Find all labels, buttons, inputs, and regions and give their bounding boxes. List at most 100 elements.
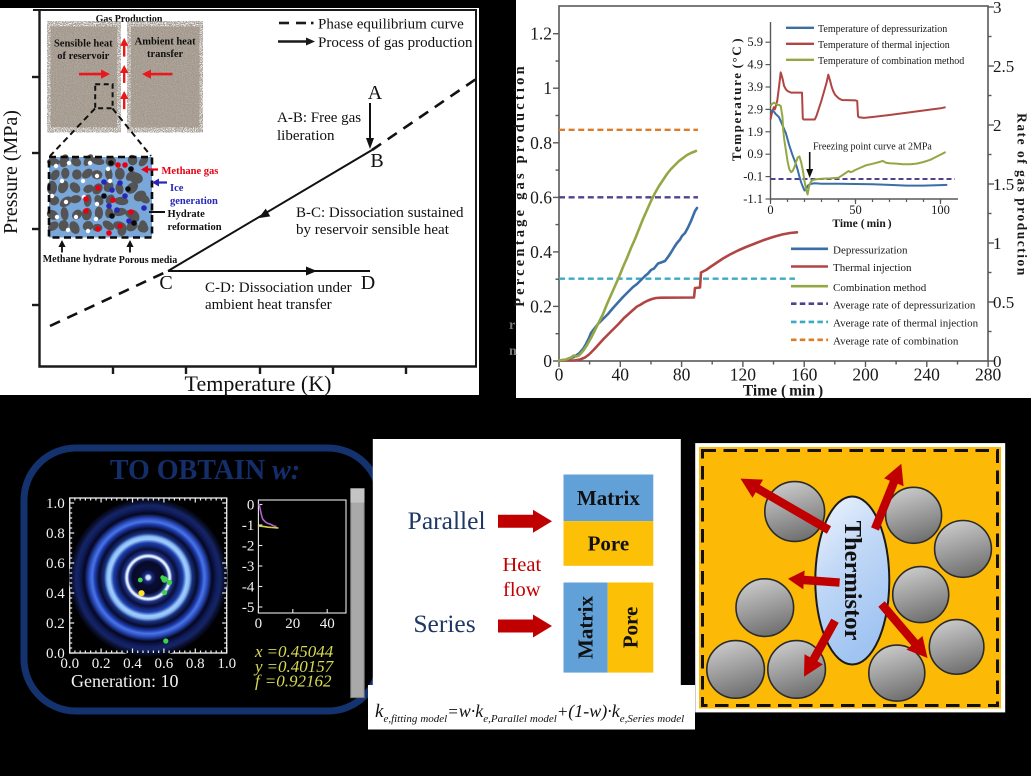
- svg-text:Average rate of thermal inject: Average rate of thermal injection: [833, 318, 979, 330]
- svg-text:120: 120: [730, 365, 757, 385]
- svg-text:Pore: Pore: [588, 532, 630, 556]
- svg-text:5.9: 5.9: [747, 35, 763, 49]
- svg-text:80: 80: [673, 365, 691, 385]
- svg-text:0.2: 0.2: [46, 616, 65, 632]
- svg-text:Average rate of combination: Average rate of combination: [833, 336, 959, 348]
- svg-text:0.6: 0.6: [155, 656, 174, 672]
- svg-text:Time(min): Time(min): [743, 383, 823, 400]
- svg-text:by reservoir sensible heat: by reservoir sensible heat: [296, 222, 450, 238]
- svg-text:Rate of gas production: Rate of gas production: [1015, 113, 1030, 277]
- svg-text:reformation: reformation: [168, 222, 222, 233]
- svg-text:Freezing point curve at 2MPa: Freezing point curve at 2MPa: [813, 142, 932, 153]
- svg-text:0.0: 0.0: [60, 656, 79, 672]
- svg-text:Pressure (MPa): Pressure (MPa): [0, 110, 22, 234]
- svg-text:-0.1: -0.1: [743, 170, 763, 184]
- svg-text:r: r: [509, 318, 515, 333]
- svg-text:280: 280: [975, 365, 1002, 385]
- svg-text:0.0: 0.0: [46, 646, 65, 662]
- svg-text:n: n: [509, 344, 517, 359]
- svg-text:Temperature(°C): Temperature(°C): [729, 37, 744, 161]
- svg-text:-4: -4: [242, 580, 255, 596]
- svg-text:0.4: 0.4: [530, 242, 552, 262]
- svg-text:liberation: liberation: [277, 128, 335, 144]
- svg-text:transfer: transfer: [147, 49, 183, 60]
- svg-text:x=0.45044: x =0.45044: [254, 642, 334, 661]
- svg-text:0: 0: [247, 498, 255, 514]
- svg-text:2.9: 2.9: [747, 102, 763, 116]
- svg-text:Temperature of combination met: Temperature of combination method: [818, 56, 964, 67]
- svg-text:C: C: [159, 272, 172, 294]
- svg-text:A-B: Free gas: A-B: Free gas: [277, 110, 361, 126]
- svg-text:1: 1: [993, 234, 1002, 253]
- svg-text:Thermal injection: Thermal injection: [833, 262, 912, 274]
- svg-text:0.4: 0.4: [123, 656, 142, 672]
- svg-text:Depressurization: Depressurization: [833, 245, 908, 257]
- svg-text:Ice: Ice: [170, 183, 184, 194]
- svg-text:160: 160: [791, 365, 818, 385]
- svg-text:Parallel: Parallel: [408, 506, 486, 535]
- svg-text:ambient heat transfer: ambient heat transfer: [205, 297, 332, 313]
- svg-text:-2: -2: [242, 539, 255, 555]
- svg-text:Temperature (K): Temperature (K): [185, 371, 332, 396]
- svg-text:0.8: 0.8: [530, 133, 552, 153]
- svg-text:Ambient heat: Ambient heat: [135, 37, 196, 48]
- svg-text:2.5: 2.5: [993, 57, 1014, 76]
- svg-text:0.9: 0.9: [747, 147, 763, 161]
- svg-text:0: 0: [555, 365, 564, 385]
- svg-text:50: 50: [849, 203, 862, 217]
- svg-text:B-C: Dissociation sustained: B-C: Dissociation sustained: [296, 205, 464, 221]
- svg-text:0.4: 0.4: [46, 586, 65, 602]
- svg-text:0.6: 0.6: [530, 187, 552, 207]
- svg-text:Matrix: Matrix: [577, 486, 640, 510]
- svg-text:Time(min): Time(min): [832, 218, 891, 230]
- svg-text:1.0: 1.0: [46, 496, 65, 512]
- svg-text:A: A: [368, 82, 383, 104]
- svg-text:f=0.92162: f =0.92162: [255, 672, 332, 691]
- svg-text:Combination method: Combination method: [833, 282, 927, 294]
- svg-text:generation: generation: [170, 196, 218, 207]
- svg-text:1: 1: [543, 78, 552, 98]
- svg-text:4.9: 4.9: [747, 58, 763, 72]
- svg-text:0: 0: [255, 616, 263, 632]
- svg-text:Gas Production: Gas Production: [96, 14, 163, 25]
- svg-text:-5: -5: [242, 600, 255, 616]
- svg-text:3.9: 3.9: [747, 80, 763, 94]
- svg-text:flow: flow: [503, 579, 541, 601]
- svg-text:Series: Series: [413, 609, 475, 638]
- svg-text:1.5: 1.5: [993, 175, 1014, 194]
- svg-text:-1: -1: [242, 518, 255, 534]
- svg-text:Matrix: Matrix: [574, 596, 598, 659]
- svg-text:Percentage gas production: Percentage gas production: [512, 63, 528, 307]
- svg-text:-1.1: -1.1: [743, 192, 763, 206]
- svg-text:1.2: 1.2: [530, 24, 552, 44]
- svg-text:Temperature of thermal injecti: Temperature of thermal injection: [818, 40, 950, 51]
- svg-text:0.8: 0.8: [46, 526, 65, 542]
- svg-text:Temperature of depressurizatio: Temperature of depressurization: [818, 24, 947, 35]
- svg-text:40: 40: [612, 365, 630, 385]
- svg-text:0: 0: [993, 352, 1002, 371]
- svg-text:Generation: 10: Generation: 10: [71, 671, 178, 691]
- svg-text:3: 3: [993, 0, 1002, 17]
- svg-text:0.2: 0.2: [92, 656, 111, 672]
- svg-text:1.0: 1.0: [217, 656, 236, 672]
- svg-text:C-D: Dissociation under: C-D: Dissociation under: [205, 280, 352, 296]
- svg-text:D: D: [361, 272, 375, 294]
- svg-text:-3: -3: [242, 559, 255, 575]
- svg-text:0.2: 0.2: [530, 296, 552, 316]
- svg-text:y=0.40157: y =0.40157: [253, 657, 335, 676]
- svg-text:1.9: 1.9: [747, 125, 763, 139]
- svg-text:Methane gas: Methane gas: [162, 166, 219, 177]
- svg-text:Porous media: Porous media: [119, 255, 177, 266]
- svg-text:Heat: Heat: [502, 554, 541, 576]
- svg-text:40: 40: [320, 616, 335, 632]
- svg-text:20: 20: [285, 616, 300, 632]
- svg-text:0: 0: [543, 351, 552, 371]
- svg-text:0.6: 0.6: [46, 556, 65, 572]
- svg-text:Methane hydrate: Methane hydrate: [43, 254, 117, 265]
- svg-text:Sensible heat: Sensible heat: [54, 39, 113, 50]
- svg-text:of reservoir: of reservoir: [57, 51, 109, 62]
- svg-text:Phase equilibrium curve: Phase equilibrium curve: [318, 17, 464, 33]
- svg-text:Pore: Pore: [619, 607, 643, 649]
- svg-text:Average rate of depressurizati: Average rate of depressurization: [833, 299, 976, 311]
- svg-text:0: 0: [767, 203, 773, 217]
